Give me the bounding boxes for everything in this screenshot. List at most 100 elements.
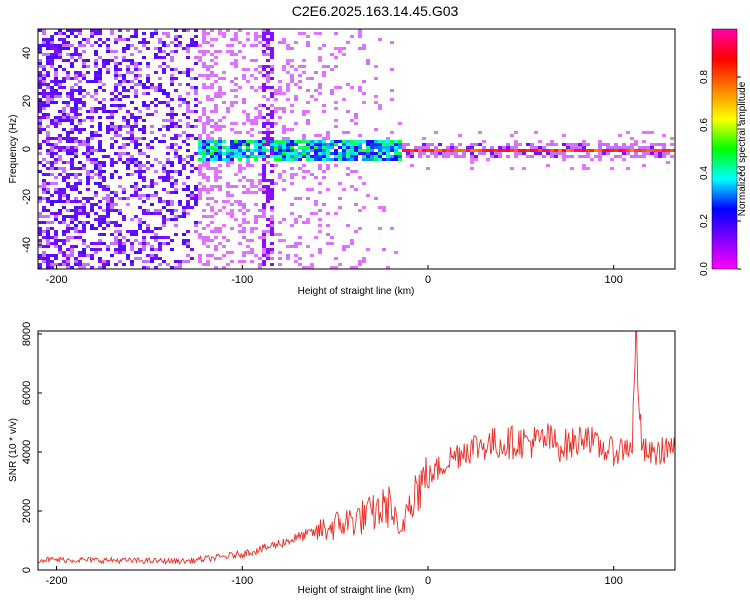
heatmap-cell [518, 143, 522, 146]
heatmap-cell [246, 149, 250, 152]
heatmap-cell [558, 149, 562, 152]
heatmap-cell [90, 131, 94, 134]
heatmap-cell [618, 134, 622, 137]
heatmap-cell [262, 260, 266, 263]
heatmap-cell [214, 266, 218, 269]
heatmap-cell [578, 149, 582, 152]
heatmap-cell [334, 140, 338, 143]
heatmap-cell [70, 119, 74, 122]
heatmap-cell [86, 215, 90, 218]
heatmap-cell [122, 248, 126, 251]
heatmap-cell [258, 140, 262, 143]
heatmap-cell [82, 65, 86, 68]
heatmap-cell [150, 257, 154, 260]
heatmap-cell [54, 239, 58, 242]
heatmap-cell [142, 128, 146, 131]
heatmap-cell [58, 95, 62, 98]
heatmap-cell [154, 248, 158, 251]
heatmap-cell [382, 248, 386, 251]
heatmap-cell [62, 59, 66, 62]
heatmap-cell [58, 245, 62, 248]
heatmap-cell [390, 146, 394, 149]
heatmap-cell [406, 149, 410, 152]
heatmap-cell [594, 155, 598, 158]
heatmap-cell [58, 86, 62, 89]
heatmap-cell [282, 92, 286, 95]
heatmap-cell [122, 116, 126, 119]
heatmap-cell [198, 221, 202, 224]
heatmap-cell [302, 221, 306, 224]
heatmap-cell [634, 143, 638, 146]
heatmap-cell [366, 158, 370, 161]
heatmap-cell [314, 236, 318, 239]
heatmap-cell [270, 188, 274, 191]
heatmap-cell [490, 149, 494, 152]
heatmap-cell [266, 98, 270, 101]
heatmap-cell [186, 254, 190, 257]
heatmap-cell [38, 44, 42, 47]
heatmap-cell [42, 215, 46, 218]
heatmap-cell [194, 185, 198, 188]
heatmap-cell [74, 50, 78, 53]
heatmap-cell [346, 83, 350, 86]
heatmap-cell [670, 137, 674, 140]
heatmap-cell [82, 77, 86, 80]
heatmap-cell [78, 182, 82, 185]
heatmap-cell [58, 122, 62, 125]
heatmap-cell [306, 155, 310, 158]
heatmap-cell [102, 215, 106, 218]
heatmap-cell [206, 254, 210, 257]
heatmap-cell [66, 137, 70, 140]
heatmap-cell [54, 161, 58, 164]
heatmap-cell [274, 107, 278, 110]
heatmap-cell [42, 113, 46, 116]
heatmap-cell [290, 224, 294, 227]
heatmap-cell [170, 203, 174, 206]
heatmap-cell [194, 167, 198, 170]
heatmap-cell [326, 152, 330, 155]
heatmap-cell [206, 122, 210, 125]
heatmap-cell [270, 92, 274, 95]
heatmap-cell [182, 209, 186, 212]
heatmap-cell [102, 104, 106, 107]
heatmap-cell [102, 233, 106, 236]
heatmap-cell [386, 155, 390, 158]
heatmap-cell [54, 125, 58, 128]
heatmap-cell [242, 254, 246, 257]
heatmap-cell [114, 239, 118, 242]
heatmap-cell [118, 146, 122, 149]
heatmap-cell [582, 140, 586, 143]
heatmap-cell [66, 47, 70, 50]
heatmap-cell [246, 143, 250, 146]
heatmap-cell [62, 44, 66, 47]
heatmap-cell [250, 86, 254, 89]
heatmap-cell [294, 197, 298, 200]
heatmap-cell [542, 155, 546, 158]
heatmap-cell [298, 80, 302, 83]
heatmap-cell [174, 149, 178, 152]
heatmap-cell [74, 83, 78, 86]
heatmap-cell [642, 164, 646, 167]
heatmap-cell [98, 218, 102, 221]
heatmap-cell [138, 161, 142, 164]
heatmap-cell [222, 224, 226, 227]
heatmap-cell [650, 146, 654, 149]
heatmap-cell [662, 143, 666, 146]
heatmap-cell [50, 236, 54, 239]
heatmap-cell [66, 185, 70, 188]
heatmap-cell [110, 98, 114, 101]
heatmap-cell [530, 143, 534, 146]
heatmap-cell [278, 152, 282, 155]
heatmap-cell [278, 116, 282, 119]
heatmap-cell [118, 152, 122, 155]
heatmap-cell [178, 119, 182, 122]
heatmap-cell [230, 101, 234, 104]
heatmap-cell [422, 146, 426, 149]
heatmap-cell [562, 158, 566, 161]
heatmap-cell [382, 206, 386, 209]
heatmap-cell [350, 146, 354, 149]
heatmap-cell [142, 92, 146, 95]
heatmap-cell [102, 263, 106, 266]
heatmap-cell [154, 53, 158, 56]
heatmap-cell [206, 224, 210, 227]
